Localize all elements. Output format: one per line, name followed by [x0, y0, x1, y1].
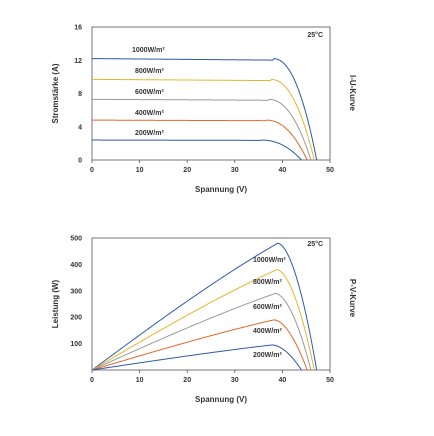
y-axis-title: Leistung (W) [51, 279, 60, 328]
y-tick-label: 16 [74, 25, 82, 32]
series-label: 1000W/m² [253, 257, 286, 264]
series-label: 1000W/m² [132, 47, 165, 54]
series-label: 400W/m² [253, 328, 282, 335]
series-line [92, 139, 302, 161]
series-label: 600W/m² [253, 304, 282, 311]
series-label: 600W/m² [135, 89, 164, 96]
y-tick-label: 400 [70, 262, 82, 269]
x-tick-label: 30 [231, 377, 239, 384]
y-tick-label: 500 [70, 236, 82, 243]
x-tick-label: 10 [136, 377, 144, 384]
x-tick-label: 10 [136, 167, 144, 174]
plot-frame [91, 26, 331, 161]
x-axis-title: Spannung (V) [195, 185, 247, 194]
iu-chart: 0 10 20 30 40 50 0 4 8 12 16 Spannung (V) Stromstärk… [51, 25, 357, 195]
x-tick-label: 40 [279, 167, 287, 174]
temperature-label: 25°C [307, 240, 323, 248]
y-tick-label: 12 [74, 58, 82, 65]
x-tick-label: 0 [90, 167, 94, 174]
pv-chart: 0 10 20 30 40 50 100 200 300 400 500 Spannung (V) Le… [51, 236, 357, 405]
series-line [91, 292, 312, 371]
y-tick-label: 100 [70, 341, 82, 348]
y-tick-label: 0 [78, 158, 82, 165]
series-line [92, 119, 308, 161]
y-tick-label: 200 [70, 315, 82, 322]
series-line [91, 319, 308, 371]
series-line [91, 78, 315, 161]
series-label: 800W/m² [253, 279, 282, 286]
series-line [91, 242, 318, 371]
x-tick-label: 20 [183, 167, 191, 174]
curve-type-label: I-U-Kurve [348, 75, 357, 112]
series-label: 200W/m² [253, 352, 282, 359]
series-line [91, 58, 318, 161]
series-label: 200W/m² [135, 130, 164, 137]
plot-frame [91, 237, 331, 371]
series-line [91, 344, 302, 371]
y-tick-label: 4 [78, 124, 82, 131]
curve-type-label: P-V-Kurve [348, 279, 357, 318]
x-tick-label: 20 [183, 377, 191, 384]
x-tick-label: 50 [326, 167, 334, 174]
temperature-label: 25°C [307, 31, 323, 39]
x-tick-label: 40 [279, 377, 287, 384]
series-label: 800W/m² [135, 68, 164, 75]
x-tick-label: 50 [326, 377, 334, 384]
series-line [92, 98, 312, 161]
y-tick-label: 300 [70, 288, 82, 295]
x-tick-label: 30 [231, 167, 239, 174]
series-line [91, 269, 315, 371]
x-tick-label: 0 [90, 377, 94, 384]
series-label: 400W/m² [135, 110, 164, 117]
y-tick-label: 8 [78, 91, 82, 98]
y-axis-title: Stromstärke (A) [51, 63, 60, 123]
x-axis-title: Spannung (V) [195, 395, 247, 404]
